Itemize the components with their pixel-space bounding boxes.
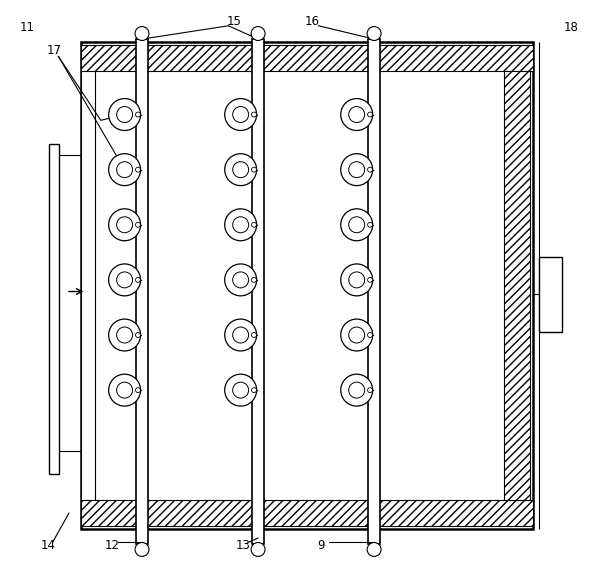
Bar <box>135 39 149 544</box>
Ellipse shape <box>225 99 256 131</box>
Circle shape <box>251 543 265 556</box>
Ellipse shape <box>341 209 373 241</box>
Text: 12: 12 <box>105 539 120 552</box>
Ellipse shape <box>233 272 249 288</box>
Circle shape <box>368 278 373 282</box>
Ellipse shape <box>225 374 256 406</box>
Text: 9: 9 <box>318 539 325 552</box>
Ellipse shape <box>233 107 249 122</box>
Bar <box>252 39 264 544</box>
Ellipse shape <box>349 382 365 398</box>
Bar <box>82 72 503 500</box>
Circle shape <box>252 332 256 338</box>
Ellipse shape <box>341 319 373 351</box>
Ellipse shape <box>108 319 141 351</box>
Circle shape <box>135 332 140 338</box>
Circle shape <box>135 167 140 172</box>
Ellipse shape <box>341 374 373 406</box>
Text: 17: 17 <box>47 44 62 57</box>
Bar <box>81 500 533 526</box>
Bar <box>504 71 530 500</box>
Ellipse shape <box>225 154 256 185</box>
Ellipse shape <box>349 217 365 233</box>
Ellipse shape <box>225 264 256 296</box>
Bar <box>368 39 380 544</box>
Ellipse shape <box>233 382 249 398</box>
Circle shape <box>368 167 373 172</box>
Circle shape <box>135 543 149 556</box>
Circle shape <box>367 27 381 40</box>
Bar <box>81 42 533 529</box>
Text: 14: 14 <box>41 539 56 552</box>
Ellipse shape <box>341 264 373 296</box>
Circle shape <box>368 222 373 227</box>
Circle shape <box>252 222 256 227</box>
Bar <box>539 257 562 332</box>
Ellipse shape <box>117 382 132 398</box>
Ellipse shape <box>108 154 141 185</box>
Circle shape <box>368 112 373 117</box>
Ellipse shape <box>225 319 256 351</box>
Text: 11: 11 <box>20 21 35 34</box>
Ellipse shape <box>117 327 132 343</box>
Ellipse shape <box>117 107 132 122</box>
Ellipse shape <box>117 217 132 233</box>
Ellipse shape <box>108 264 141 296</box>
Circle shape <box>135 278 140 282</box>
Ellipse shape <box>341 99 373 131</box>
Text: 16: 16 <box>305 15 320 28</box>
Circle shape <box>252 167 256 172</box>
Ellipse shape <box>341 154 373 185</box>
Circle shape <box>252 278 256 282</box>
Circle shape <box>252 388 256 392</box>
Ellipse shape <box>349 161 365 178</box>
Text: 15: 15 <box>227 15 242 28</box>
Circle shape <box>251 27 265 40</box>
Circle shape <box>135 27 149 40</box>
Ellipse shape <box>108 209 141 241</box>
Circle shape <box>252 112 256 117</box>
Text: 18: 18 <box>563 21 579 34</box>
Ellipse shape <box>349 327 365 343</box>
Ellipse shape <box>233 161 249 178</box>
Ellipse shape <box>233 327 249 343</box>
Ellipse shape <box>108 99 141 131</box>
Ellipse shape <box>117 161 132 178</box>
Circle shape <box>367 543 381 556</box>
Circle shape <box>135 112 140 117</box>
Circle shape <box>135 222 140 227</box>
Ellipse shape <box>117 272 132 288</box>
Bar <box>81 45 533 71</box>
Ellipse shape <box>233 217 249 233</box>
Ellipse shape <box>349 272 365 288</box>
Ellipse shape <box>225 209 256 241</box>
Ellipse shape <box>108 374 141 406</box>
Text: 13: 13 <box>235 539 250 552</box>
Circle shape <box>368 388 373 392</box>
Bar <box>49 143 59 474</box>
Ellipse shape <box>349 107 365 122</box>
Circle shape <box>368 332 373 338</box>
Circle shape <box>135 388 140 392</box>
